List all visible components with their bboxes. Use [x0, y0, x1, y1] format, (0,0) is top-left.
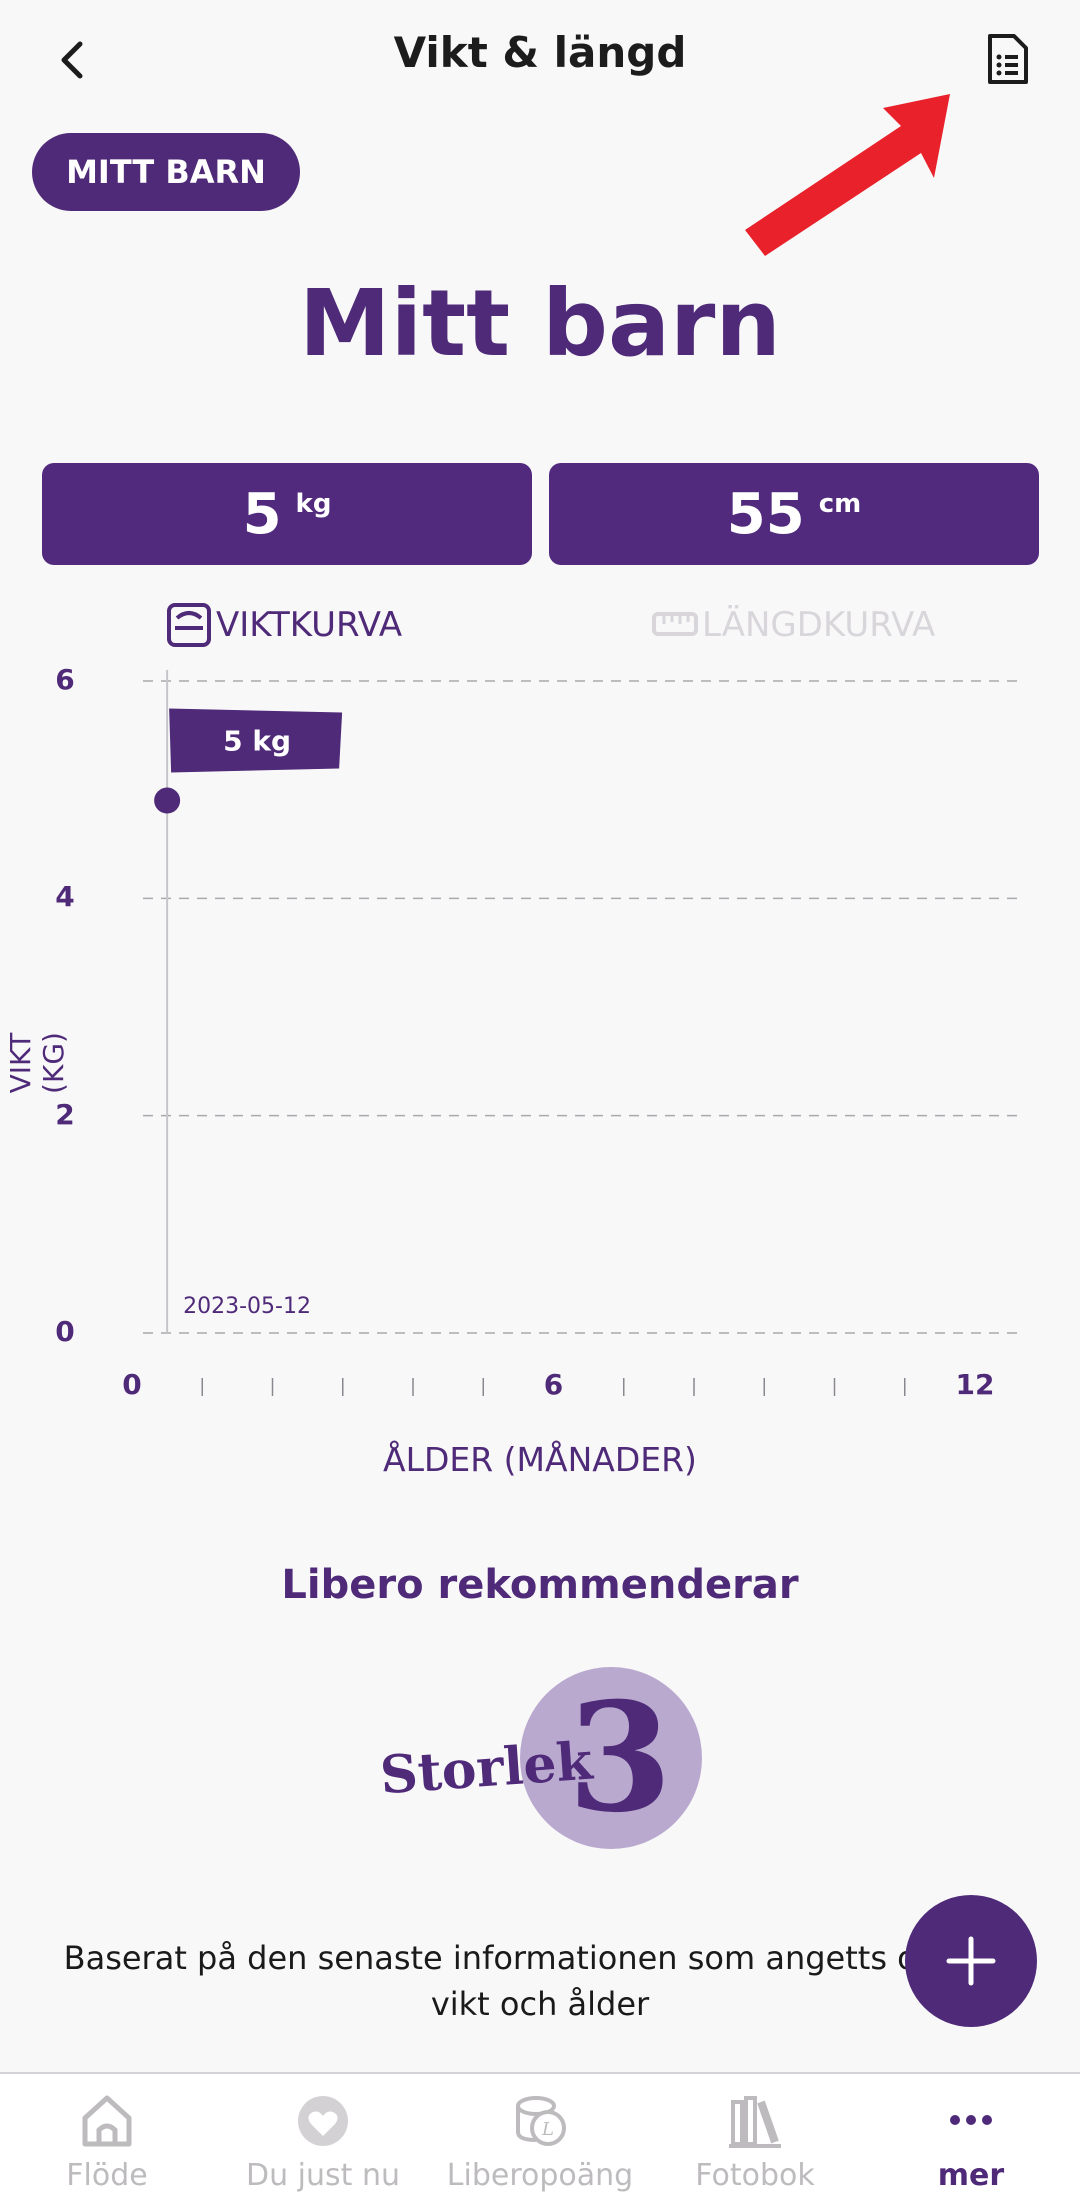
weight-chart: 5 kg 2023-05-12 — [143, 670, 1025, 1396]
x-tick-label: 0 — [122, 1368, 142, 1401]
scale-icon — [167, 603, 211, 647]
nav-item-mer[interactable]: mer — [871, 2092, 1071, 2193]
point-value-label: 5 kg — [223, 725, 291, 758]
heart-icon — [298, 2096, 348, 2146]
tab-weight-curve[interactable]: VIKTKURVA — [166, 600, 402, 650]
document-button[interactable] — [978, 28, 1038, 90]
y-tick-label: 6 — [55, 663, 75, 696]
recommendation-title: Libero rekommenderar — [281, 1562, 799, 1608]
data-point — [154, 787, 181, 814]
weight-value: 5 — [242, 481, 282, 547]
coins-icon: L — [516, 2096, 566, 2146]
nav-item-flode[interactable]: Flöde — [7, 2092, 207, 2193]
annotation-arrow-icon — [745, 94, 950, 256]
weight-unit: kg — [295, 489, 332, 519]
weight-card[interactable]: 5 kg — [42, 463, 532, 565]
svg-text:L: L — [541, 2119, 554, 2140]
document-list-icon — [988, 34, 1028, 84]
size-number: 3 — [567, 1670, 673, 1846]
y-tick-label: 4 — [55, 880, 75, 914]
length-value: 55 — [726, 481, 805, 547]
length-unit: cm — [818, 489, 862, 519]
plus-icon — [946, 1936, 996, 1986]
nav-label: Du just nu — [246, 2158, 400, 2193]
x-tick-label: 12 — [955, 1368, 995, 1401]
x-tick-label: 6 — [543, 1368, 564, 1401]
my-child-chip[interactable]: MITT BARN — [32, 133, 300, 211]
ruler-icon — [652, 612, 698, 636]
y-axis-label: VIKT (KG) — [4, 1032, 70, 1094]
y-tick-label: 2 — [55, 1097, 75, 1131]
nav-label: Flöde — [66, 2158, 148, 2193]
chevron-left-icon — [61, 41, 83, 79]
length-card[interactable]: 55 cm — [549, 463, 1039, 565]
page-title: Vikt & längd — [393, 28, 687, 77]
books-icon — [729, 2096, 781, 2148]
more-icon — [950, 2115, 992, 2125]
size-badge-circle — [520, 1667, 702, 1849]
back-button[interactable] — [48, 30, 100, 90]
nav-item-liberopoang[interactable]: L Liberopoäng — [440, 2092, 640, 2193]
home-icon — [82, 2095, 132, 2147]
nav-label: mer — [937, 2158, 1005, 2193]
x-axis-label: ÅLDER (MÅNADER) — [383, 1440, 697, 1479]
add-measurement-button[interactable] — [905, 1895, 1037, 2027]
nav-item-du-just-nu[interactable]: Du just nu — [223, 2092, 423, 2193]
point-date-label: 2023-05-12 — [183, 1294, 311, 1319]
nav-label: Fotobok — [695, 2158, 815, 2193]
tab-weight-curve-label: VIKTKURVA — [216, 605, 403, 645]
point-label-flag — [169, 708, 343, 773]
tab-length-curve[interactable]: LÄNGDKURVA — [652, 600, 935, 650]
recommendation-description: Baserat på den senaste informationen som… — [63, 1939, 1017, 2023]
tab-length-curve-label: LÄNGDKURVA — [702, 605, 936, 645]
nav-item-fotobok[interactable]: Fotobok — [655, 2092, 855, 2193]
y-tick-label: 0 — [55, 1315, 75, 1348]
child-name-title: Mitt barn — [299, 270, 781, 377]
nav-label: Liberopoäng — [446, 2158, 634, 2193]
